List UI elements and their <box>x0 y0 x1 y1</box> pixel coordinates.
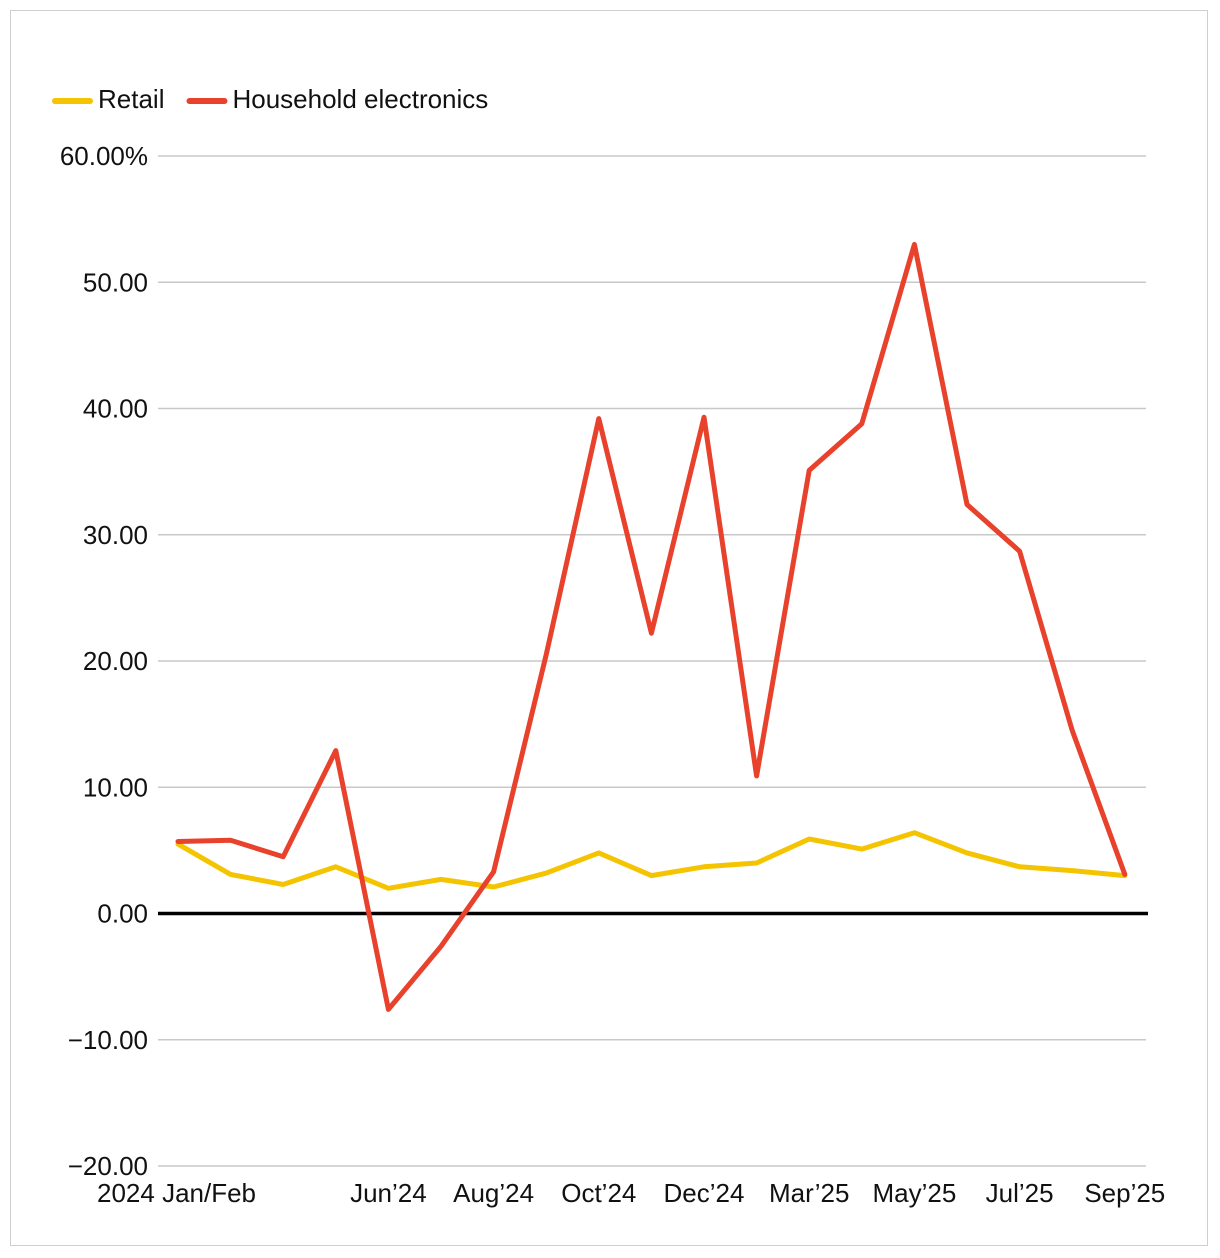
x-tick-label: Dec’24 <box>664 1178 745 1208</box>
legend-label: Retail <box>98 84 164 114</box>
x-axis-tick-labels: 2024 Jan/Feb Jun’24 Aug’24 Oct’24 Dec’24 Mar’… <box>97 1178 1165 1208</box>
legend: Retail Household electronics <box>52 84 488 114</box>
y-tick-label: 60.00% <box>60 141 148 171</box>
legend-label: Household electronics <box>232 84 488 114</box>
x-tick-label: May’25 <box>872 1178 956 1208</box>
y-axis-tick-labels: 60.00% 50.00 40.00 30.00 20.00 10.00 0.00 −10.0… <box>60 141 148 1181</box>
series-line-household-electronics <box>175 241 1128 1012</box>
series-line-retail <box>175 830 1128 891</box>
x-tick-label: Mar’25 <box>769 1178 849 1208</box>
x-tick-label: 2024 Jan/Feb <box>97 1178 256 1208</box>
x-tick-label: Jul’25 <box>986 1178 1054 1208</box>
x-tick-label: Aug’24 <box>453 1178 534 1208</box>
y-tick-label: 0.00 <box>97 899 148 929</box>
y-tick-label: 50.00 <box>83 267 148 297</box>
y-tick-label: 10.00 <box>83 772 148 802</box>
y-tick-label: 20.00 <box>83 646 148 676</box>
x-tick-label: Sep’25 <box>1084 1178 1165 1208</box>
y-tick-label: −10.00 <box>68 1025 148 1055</box>
gridlines <box>158 155 1148 1167</box>
y-tick-label: −20.00 <box>68 1151 148 1181</box>
y-tick-label: 30.00 <box>83 520 148 550</box>
x-tick-label: Oct’24 <box>561 1178 636 1208</box>
y-tick-label: 40.00 <box>83 394 148 424</box>
series-lines <box>175 241 1128 1012</box>
x-tick-label: Jun’24 <box>350 1178 427 1208</box>
